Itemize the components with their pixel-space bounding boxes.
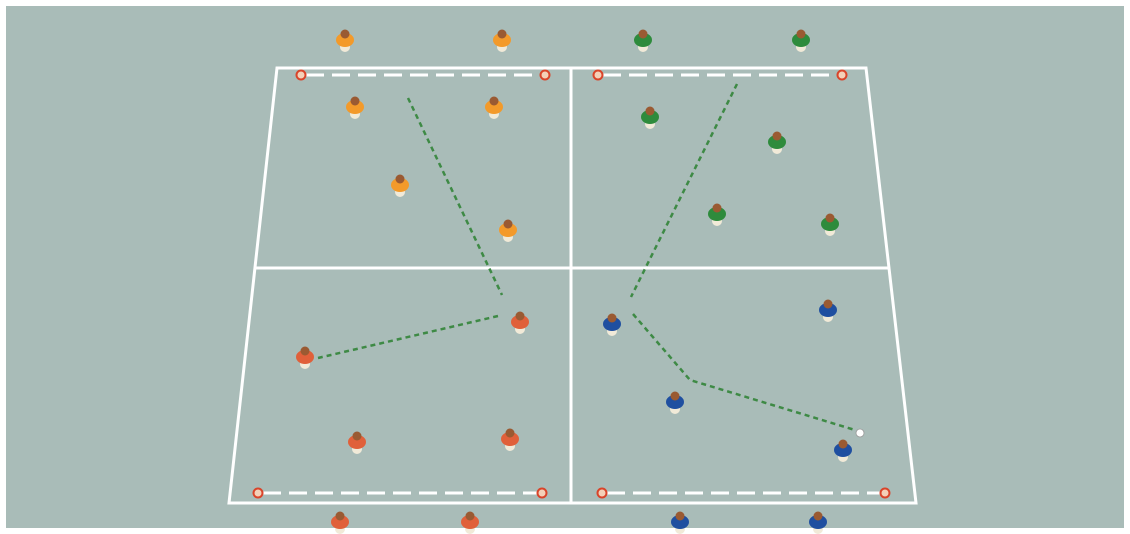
player-head bbox=[607, 313, 617, 323]
cone bbox=[539, 69, 551, 81]
player-head bbox=[772, 131, 782, 141]
cone bbox=[536, 487, 548, 499]
cone bbox=[836, 69, 848, 81]
player-head bbox=[638, 29, 648, 39]
player-head bbox=[489, 96, 499, 106]
player-body bbox=[821, 217, 839, 231]
player-head bbox=[497, 29, 507, 39]
field-lines bbox=[227, 66, 918, 505]
player bbox=[834, 439, 852, 462]
cones bbox=[252, 69, 891, 499]
player-body bbox=[499, 223, 517, 237]
player bbox=[511, 311, 529, 334]
player bbox=[296, 346, 314, 369]
player-body bbox=[768, 135, 786, 149]
player bbox=[391, 174, 409, 197]
player-body bbox=[641, 110, 659, 124]
cone bbox=[596, 487, 608, 499]
player-body bbox=[391, 178, 409, 192]
player-head bbox=[796, 29, 806, 39]
ball bbox=[855, 428, 865, 438]
player-head bbox=[823, 299, 833, 309]
player bbox=[641, 106, 659, 129]
player-body bbox=[809, 515, 827, 529]
players bbox=[296, 29, 852, 534]
player-body bbox=[485, 100, 503, 114]
player-body bbox=[634, 33, 652, 47]
player bbox=[809, 511, 827, 534]
player-head bbox=[350, 96, 360, 106]
player bbox=[336, 29, 354, 52]
pass-lines bbox=[317, 83, 856, 432]
player bbox=[819, 299, 837, 322]
player-body bbox=[671, 515, 689, 529]
player-body bbox=[331, 515, 349, 529]
player-head bbox=[335, 511, 345, 521]
player bbox=[708, 203, 726, 226]
player-head bbox=[300, 346, 310, 356]
player bbox=[671, 511, 689, 534]
player bbox=[461, 511, 479, 534]
player bbox=[603, 313, 621, 336]
player bbox=[346, 96, 364, 119]
player-body bbox=[511, 315, 529, 329]
player-head bbox=[675, 511, 685, 521]
player-body bbox=[708, 207, 726, 221]
player-head bbox=[352, 431, 362, 441]
goal-lines bbox=[263, 73, 880, 495]
player bbox=[499, 219, 517, 242]
player-body bbox=[336, 33, 354, 47]
player-head bbox=[505, 428, 515, 438]
player-head bbox=[825, 213, 835, 223]
player-body bbox=[603, 317, 621, 331]
player-head bbox=[515, 311, 525, 321]
player-body bbox=[666, 395, 684, 409]
player-head bbox=[465, 511, 475, 521]
field-outline bbox=[227, 66, 918, 505]
player-body bbox=[501, 432, 519, 446]
player bbox=[821, 213, 839, 236]
player bbox=[331, 511, 349, 534]
cone bbox=[879, 487, 891, 499]
player-head bbox=[670, 391, 680, 401]
player-body bbox=[493, 33, 511, 47]
player bbox=[792, 29, 810, 52]
player-head bbox=[838, 439, 848, 449]
player bbox=[634, 29, 652, 52]
player-body bbox=[461, 515, 479, 529]
player-head bbox=[712, 203, 722, 213]
pass-line bbox=[629, 83, 739, 298]
player-body bbox=[792, 33, 810, 47]
cone bbox=[295, 69, 307, 81]
player-body bbox=[296, 350, 314, 364]
pass-line bbox=[317, 314, 499, 360]
player bbox=[348, 431, 366, 454]
player-body bbox=[834, 443, 852, 457]
player bbox=[493, 29, 511, 52]
player-head bbox=[340, 29, 350, 39]
player-head bbox=[503, 219, 513, 229]
pass-line bbox=[632, 313, 856, 432]
player bbox=[485, 96, 503, 119]
player-body bbox=[348, 435, 366, 449]
player-body bbox=[819, 303, 837, 317]
cone bbox=[592, 69, 604, 81]
player-head bbox=[813, 511, 823, 521]
player bbox=[768, 131, 786, 154]
player bbox=[666, 391, 684, 414]
player-head bbox=[645, 106, 655, 116]
player-body bbox=[346, 100, 364, 114]
pass-line bbox=[406, 97, 504, 296]
player-head bbox=[395, 174, 405, 184]
player bbox=[501, 428, 519, 451]
cone bbox=[252, 487, 264, 499]
